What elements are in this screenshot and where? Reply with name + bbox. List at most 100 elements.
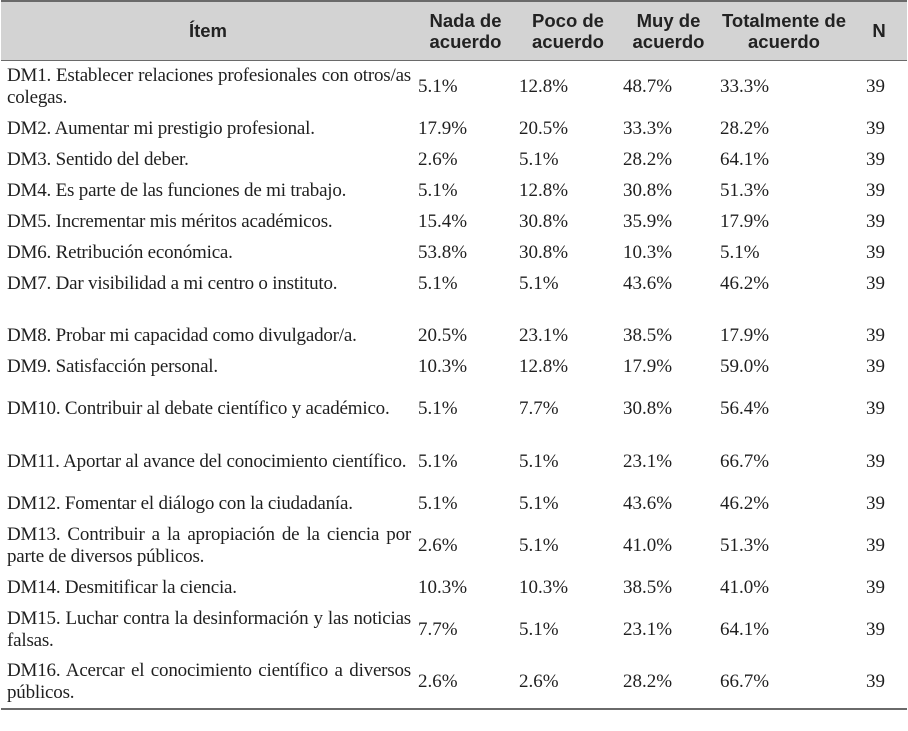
header-totalmente-line1: Totalmente de — [721, 9, 847, 31]
row-item: DM8. Probar mi capacidad como divulgador… — [7, 324, 357, 346]
row-totalmente: 17.9% — [720, 210, 770, 232]
row-item: DM14. Desmitificar la ciencia. — [7, 576, 237, 598]
row-poco: 5.1% — [519, 618, 559, 640]
row-muy: 10.3% — [623, 241, 673, 263]
row-n: 39 — [866, 450, 885, 472]
row-poco: 12.8% — [519, 75, 569, 97]
table-row: DM8. Probar mi capacidad como divulgador… — [1, 320, 907, 351]
row-nada: 10.3% — [418, 355, 468, 377]
row-nada: 5.1% — [418, 179, 458, 201]
row-n: 39 — [866, 618, 885, 640]
row-muy: 38.5% — [623, 324, 673, 346]
table-row: DM2. Aumentar mi prestigio profesional. … — [1, 113, 907, 144]
header-n: N — [851, 0, 907, 61]
row-poco: 12.8% — [519, 355, 569, 377]
table-row: DM3. Sentido del deber. 2.6% 5.1% 28.2% … — [1, 144, 907, 175]
header-muy-de-acuerdo: Muy de acuerdo — [620, 0, 717, 61]
row-item: DM7. Dar visibilidad a mi centro o insti… — [7, 272, 338, 294]
row-totalmente: 28.2% — [720, 117, 770, 139]
row-nada: 5.1% — [418, 492, 458, 514]
row-muy: 43.6% — [623, 272, 673, 294]
row-muy: 30.8% — [623, 397, 673, 419]
table-row: DM5. Incrementar mis méritos académicos.… — [1, 206, 907, 237]
table-row: DM13. Contribuir a la apropiación de la … — [1, 519, 907, 572]
header-item: Ítem — [1, 0, 415, 61]
row-totalmente: 41.0% — [720, 576, 770, 598]
row-item: DM13. Contribuir a la apropiación de la … — [7, 523, 411, 567]
table-row: DM10. Contribuir al debate científico y … — [1, 382, 907, 435]
row-poco: 5.1% — [519, 450, 559, 472]
motivations-table: Ítem Nada de acuerdo Poco de acuerdo Muy d… — [1, 0, 907, 710]
header-muy-line2: acuerdo — [632, 30, 705, 52]
row-n: 39 — [866, 272, 885, 294]
table-row: DM15. Luchar contra la desinformación y … — [1, 603, 907, 656]
row-n: 39 — [866, 179, 885, 201]
row-n: 39 — [866, 576, 885, 598]
row-totalmente: 64.1% — [720, 618, 770, 640]
row-poco: 5.1% — [519, 492, 559, 514]
row-muy: 41.0% — [623, 534, 673, 556]
row-totalmente: 66.7% — [717, 656, 851, 710]
row-totalmente: 33.3% — [720, 75, 770, 97]
row-n: 39 — [866, 148, 885, 170]
header-poco-de-acuerdo: Poco de acuerdo — [516, 0, 620, 61]
header-poco-line1: Poco de — [532, 9, 604, 31]
row-nada: 2.6% — [415, 656, 516, 710]
row-nada: 53.8% — [418, 241, 468, 263]
row-totalmente: 66.7% — [720, 450, 770, 472]
row-item: DM6. Retribución económica. — [7, 241, 233, 263]
row-nada: 5.1% — [418, 450, 458, 472]
row-muy: 28.2% — [620, 656, 717, 710]
row-nada: 5.1% — [418, 397, 458, 419]
row-muy: 43.6% — [623, 492, 673, 514]
table-row: DM1. Establecer relaciones profesionales… — [1, 60, 907, 113]
row-n: 39 — [866, 355, 885, 377]
row-totalmente: 64.1% — [720, 148, 770, 170]
row-n: 39 — [866, 117, 885, 139]
row-muy: 35.9% — [623, 210, 673, 232]
row-nada: 2.6% — [418, 148, 458, 170]
row-muy: 17.9% — [623, 355, 673, 377]
row-poco: 7.7% — [519, 397, 559, 419]
table-row: DM9. Satisfacción personal. 10.3% 12.8% … — [1, 351, 907, 382]
row-muy: 23.1% — [623, 618, 673, 640]
row-nada: 7.7% — [418, 618, 458, 640]
header-nada-line1: Nada de — [429, 9, 502, 31]
row-muy: 23.1% — [623, 450, 673, 472]
row-poco: 5.1% — [519, 272, 559, 294]
table-row: DM16. Acercar el conocimiento científico… — [1, 656, 907, 710]
row-poco: 20.5% — [519, 117, 569, 139]
row-n: 39 — [866, 397, 885, 419]
row-item: DM9. Satisfacción personal. — [7, 355, 218, 377]
header-nada-line2: acuerdo — [429, 30, 502, 52]
row-item: DM4. Es parte de las funciones de mi tra… — [7, 179, 347, 201]
row-muy: 28.2% — [623, 148, 673, 170]
row-item: DM3. Sentido del deber. — [7, 148, 189, 170]
row-poco: 12.8% — [519, 179, 569, 201]
row-muy: 38.5% — [623, 576, 673, 598]
table-row: DM7. Dar visibilidad a mi centro o insti… — [1, 268, 907, 299]
row-totalmente: 17.9% — [720, 324, 770, 346]
row-item: DM15. Luchar contra la desinformación y … — [7, 607, 411, 651]
row-poco: 5.1% — [519, 534, 559, 556]
header-poco-line2: acuerdo — [532, 30, 604, 52]
row-spacer — [1, 299, 907, 320]
row-item: DM5. Incrementar mis méritos académicos. — [7, 210, 333, 232]
row-poco: 30.8% — [519, 241, 569, 263]
row-totalmente: 46.2% — [720, 272, 770, 294]
row-nada: 5.1% — [418, 75, 458, 97]
row-item: DM16. Acercar el conocimiento científico… — [1, 656, 415, 710]
row-nada: 20.5% — [418, 324, 468, 346]
table-row: DM6. Retribución económica. 53.8% 30.8% … — [1, 237, 907, 268]
table-row: DM14. Desmitificar la ciencia. 10.3% 10.… — [1, 572, 907, 603]
row-nada: 15.4% — [418, 210, 468, 232]
row-nada: 17.9% — [418, 117, 468, 139]
row-item: DM11. Aportar al avance del conocimiento… — [7, 450, 407, 472]
row-n: 39 — [866, 210, 885, 232]
table-header-row: Ítem Nada de acuerdo Poco de acuerdo Muy d… — [1, 0, 907, 61]
header-totalmente-line2: acuerdo — [748, 30, 820, 52]
row-totalmente: 5.1% — [720, 241, 760, 263]
row-item: DM1. Establecer relaciones profesionales… — [7, 64, 411, 108]
row-muy: 33.3% — [623, 117, 673, 139]
row-n: 39 — [866, 241, 885, 263]
